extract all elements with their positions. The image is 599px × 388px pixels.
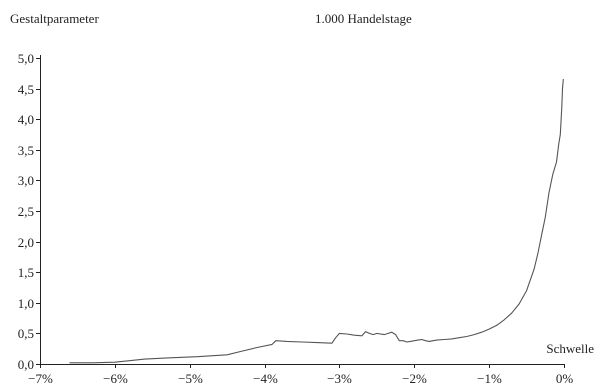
y-axis-label: Gestaltparameter [10, 11, 99, 26]
y-tick-label: 3,5 [18, 143, 34, 158]
y-tick-label: 0,0 [18, 357, 34, 372]
series-line-gestaltparameter [70, 79, 563, 362]
y-tick-label: 4,5 [18, 82, 34, 97]
y-tick-label: 1,5 [18, 265, 34, 280]
chart-title: 1.000 Handelstage [315, 11, 412, 26]
x-tick-label: −7% [28, 371, 53, 386]
x-tick-label: −1% [477, 371, 502, 386]
y-tick-label: 4,0 [18, 112, 34, 127]
x-tick-label: −4% [253, 371, 278, 386]
y-tick-label: 0,5 [18, 326, 34, 341]
y-tick-label: 3,0 [18, 173, 34, 188]
y-axis-ticks: 0,0 0,5 1,0 1,5 2,0 2,5 3,0 3,5 4,0 4,5 5,0 [18, 51, 40, 372]
y-tick-label: 2,5 [18, 204, 34, 219]
x-tick-label: 0% [556, 371, 574, 386]
y-tick-label: 2,0 [18, 235, 34, 250]
x-tick-label: −5% [178, 371, 203, 386]
y-tick-label: 5,0 [18, 51, 34, 66]
x-axis-ticks: −7% −6% −5% −4% −3% −2% −1% 0% [28, 364, 573, 386]
x-tick-label: −3% [327, 371, 352, 386]
x-axis-label: Schwelle [546, 341, 594, 356]
x-tick-label: −2% [402, 371, 427, 386]
x-tick-label: −6% [103, 371, 128, 386]
y-tick-label: 1,0 [18, 296, 34, 311]
